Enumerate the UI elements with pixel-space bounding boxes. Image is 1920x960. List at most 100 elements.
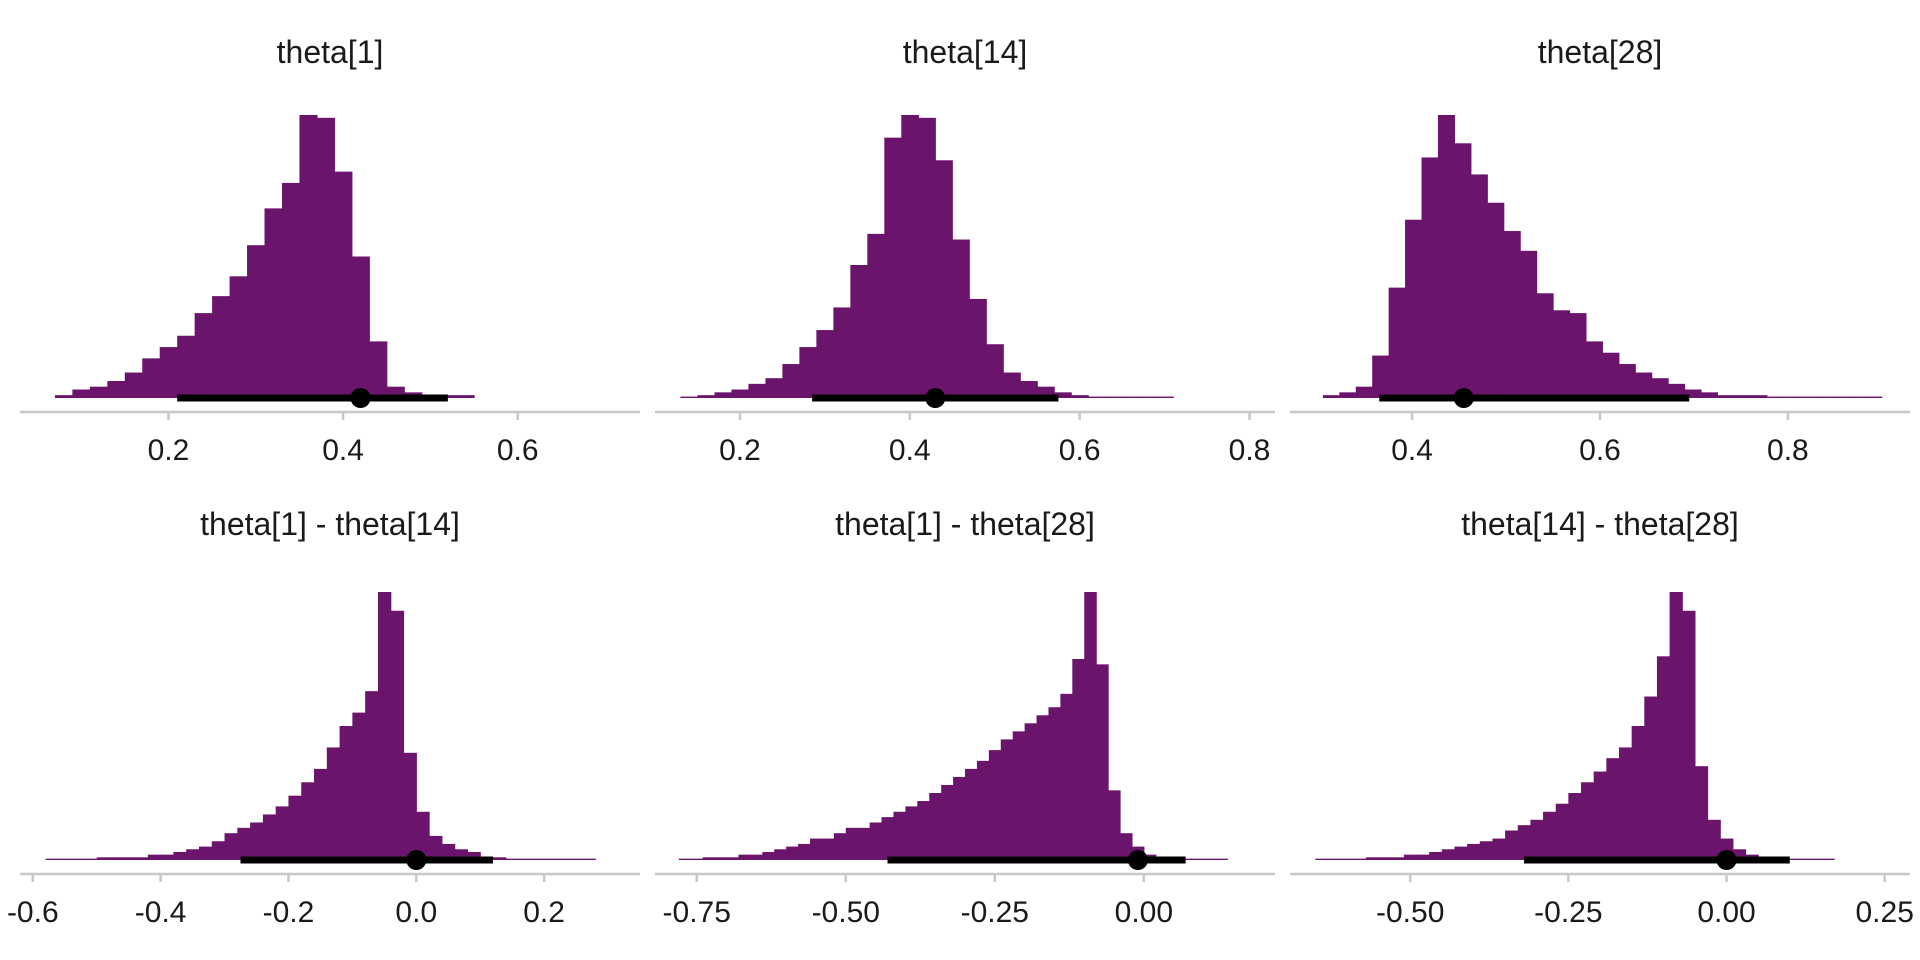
histogram-bar — [160, 854, 174, 860]
histogram-bar — [122, 857, 136, 860]
histogram-bar — [893, 811, 906, 860]
histogram-bar — [786, 846, 799, 860]
histogram-bar — [1479, 841, 1494, 860]
histogram-bar — [731, 389, 750, 398]
x-tick-label: 0.4 — [322, 434, 364, 467]
histogram-bar — [941, 784, 954, 860]
histogram-bar — [1403, 854, 1418, 860]
histogram-bar — [1581, 782, 1595, 860]
histogram-bar — [1682, 610, 1696, 860]
histogram-bar — [1848, 396, 1866, 398]
histogram-bar — [1555, 803, 1569, 860]
histogram-bar — [569, 858, 584, 860]
panel-theta-1-minus-theta-28: theta[1] - theta[28] -0.75 -0.50 -0.25 0.00 — [655, 470, 1275, 960]
histogram-bar — [386, 386, 405, 398]
histogram-bar — [1191, 858, 1205, 860]
histogram-bar — [1865, 396, 1883, 398]
histogram-bar — [1732, 849, 1747, 860]
histogram-bar — [901, 115, 919, 398]
histogram-bar — [726, 857, 740, 860]
histogram-plot: 0.4 0.6 0.8 — [1290, 115, 1910, 467]
histogram-bar — [816, 330, 834, 398]
histogram-bar — [1505, 830, 1519, 860]
histogram-bar — [1355, 386, 1373, 398]
histogram-bar — [1020, 381, 1038, 398]
histogram-bar — [1003, 372, 1021, 398]
histogram-bar — [314, 768, 328, 860]
panel-title: theta[1] - theta[28] — [835, 506, 1095, 542]
histogram-bar — [454, 849, 469, 860]
point-estimate-dot — [406, 850, 427, 870]
histogram-bar — [237, 827, 251, 860]
histogram-bar — [678, 858, 692, 860]
histogram-bar — [326, 747, 341, 860]
histogram-bar — [1120, 833, 1133, 860]
histogram-bar — [1036, 715, 1050, 860]
histogram-bar — [952, 239, 970, 398]
histogram-bar — [1492, 838, 1506, 860]
x-tick-label: -0.6 — [7, 896, 59, 929]
histogram-bar — [833, 833, 847, 860]
histogram-bar — [738, 854, 751, 860]
x-tick-label: -0.50 — [1376, 896, 1444, 929]
histogram-bar — [1378, 857, 1392, 860]
histogram-bar — [714, 392, 733, 398]
histogram-bar — [1037, 386, 1055, 398]
histogram-bar — [1553, 310, 1571, 398]
histogram-bar — [1832, 396, 1850, 398]
histogram-bar — [774, 849, 787, 860]
x-tick-label: 0.8 — [1229, 434, 1271, 467]
histogram-bar — [680, 396, 699, 398]
x-tick-label: 0.2 — [148, 434, 190, 467]
histogram-bar — [89, 386, 108, 398]
histogram-bar — [1122, 396, 1140, 398]
histogram-bar — [965, 768, 978, 860]
histogram-bar — [1694, 766, 1709, 860]
histogram-bar — [1071, 395, 1089, 398]
histogram-bar — [582, 858, 596, 860]
histogram-bar — [212, 296, 231, 398]
panel-theta-1: theta[1] 0.2 0.4 0.6 — [20, 0, 640, 480]
histogram-bar — [109, 857, 123, 860]
histogram-bars — [678, 592, 1228, 860]
histogram-bar — [1315, 858, 1329, 860]
histogram-bar — [1717, 395, 1735, 398]
histogram-bar — [1593, 771, 1607, 860]
histogram-bar — [845, 827, 859, 860]
panel-theta-14-minus-theta-28: theta[14] - theta[28] -0.50 -0.25 0.00 0.25 — [1290, 470, 1914, 960]
histogram-bar — [1766, 396, 1784, 398]
histogram-bar — [262, 814, 277, 860]
histogram-bar — [107, 381, 126, 398]
histogram-bar — [1783, 396, 1801, 398]
x-tick-label: 0.2 — [719, 434, 761, 467]
histogram-bar — [1372, 355, 1390, 398]
histogram-bar — [159, 347, 178, 398]
histogram-plot: -0.75 -0.50 -0.25 0.00 — [655, 592, 1275, 929]
histogram-bar — [299, 115, 318, 398]
x-tick-label: -0.25 — [961, 896, 1029, 929]
panel-title: theta[14] — [902, 34, 1028, 70]
histogram-bar — [211, 841, 226, 860]
x-tick-label: 0.2 — [523, 896, 565, 929]
histogram-bar — [1569, 313, 1587, 398]
histogram-bar — [1215, 858, 1228, 860]
histogram-bar — [1799, 396, 1817, 398]
panel-theta-14: theta[14] 0.2 0.4 0.6 0.8 — [655, 0, 1275, 480]
histogram-bar — [1339, 392, 1357, 398]
histogram-bar — [918, 117, 936, 398]
histogram-bar — [264, 208, 283, 398]
histogram-bars — [45, 592, 596, 860]
histogram-bar — [124, 372, 143, 398]
x-tick-label: -0.75 — [663, 896, 731, 929]
point-estimate-dot — [1127, 850, 1148, 870]
histogram-bar — [531, 858, 545, 860]
histogram-bar — [45, 858, 59, 860]
histogram-bar — [881, 817, 895, 860]
histogram-bar — [186, 849, 200, 860]
point-estimate-dot — [925, 388, 946, 408]
x-tick-label: 0.00 — [1697, 896, 1755, 929]
histogram-bar — [429, 835, 443, 860]
histogram-bar — [810, 838, 823, 860]
histogram-bar — [301, 782, 315, 860]
